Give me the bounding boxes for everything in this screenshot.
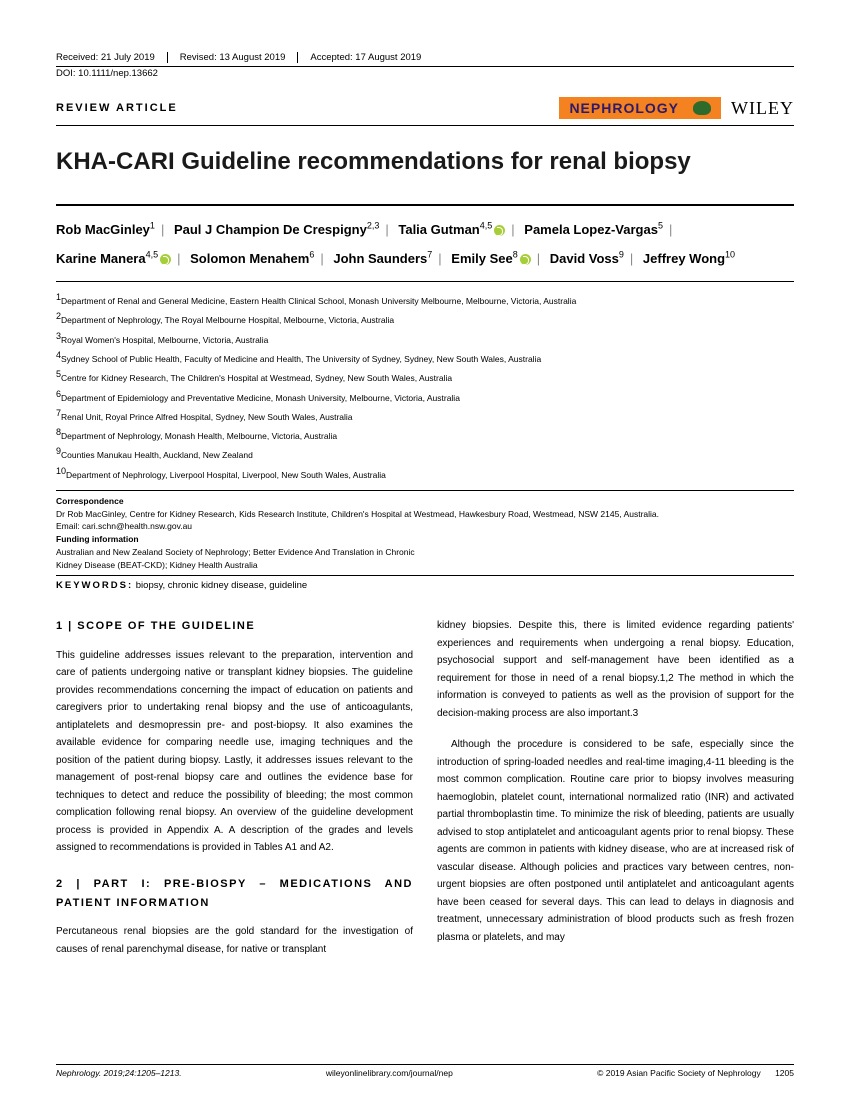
- author: Paul J Champion De Crespigny2,3: [174, 222, 379, 237]
- column-left: 1 | SCOPE OF THE GUIDELINE This guidelin…: [56, 617, 413, 958]
- col2-para-2: Although the procedure is considered to …: [437, 736, 794, 946]
- affiliation-list: 1Department of Renal and General Medicin…: [56, 281, 794, 482]
- page-footer: Nephrology. 2019;24:1205–1213. wileyonli…: [56, 1064, 794, 1078]
- correspondence-heading: Correspondence: [56, 495, 794, 508]
- page-number: 1205: [775, 1068, 794, 1078]
- author-separator: |: [438, 251, 441, 266]
- author-affiliation-ref: 10: [725, 249, 735, 259]
- section-1-para: This guideline addresses issues relevant…: [56, 647, 413, 857]
- footer-url: wileyonlinelibrary.com/journal/nep: [326, 1068, 453, 1078]
- affiliation: 6Department of Epidemiology and Preventa…: [56, 387, 794, 405]
- author-list: Rob MacGinley1 | Paul J Champion De Cresp…: [56, 216, 794, 273]
- journal-badge: NEPHROLOGY: [559, 97, 721, 119]
- affiliation-number: 2: [56, 311, 61, 321]
- title-rule: [56, 204, 794, 206]
- header-row: REVIEW ARTICLE NEPHROLOGY WILEY: [56, 97, 794, 119]
- affiliation: 3Royal Women's Hospital, Melbourne, Vict…: [56, 329, 794, 347]
- affiliation: 5Centre for Kidney Research, The Childre…: [56, 367, 794, 385]
- author: Pamela Lopez-Vargas5: [524, 222, 663, 237]
- funding-text: Australian and New Zealand Society of Ne…: [56, 546, 416, 572]
- author-separator: |: [161, 222, 164, 237]
- author: John Saunders7: [333, 251, 432, 266]
- affiliation: 10Department of Nephrology, Liverpool Ho…: [56, 464, 794, 482]
- affiliation-number: 4: [56, 350, 61, 360]
- section-1-heading: 1 | SCOPE OF THE GUIDELINE: [56, 617, 413, 636]
- author-affiliation-ref: 7: [427, 249, 432, 259]
- correspondence-email: Email: cari.schn@health.nsw.gov.au: [56, 520, 794, 533]
- footer-citation: Nephrology. 2019;24:1205–1213.: [56, 1068, 182, 1078]
- orcid-icon: [520, 254, 531, 265]
- article-type: REVIEW ARTICLE: [56, 102, 178, 114]
- affiliation: 1Department of Renal and General Medicin…: [56, 290, 794, 308]
- author-affiliation-ref: 8: [513, 249, 518, 259]
- author-affiliation-ref: 9: [619, 249, 624, 259]
- affiliation: 4Sydney School of Public Health, Faculty…: [56, 348, 794, 366]
- affiliation-number: 9: [56, 446, 61, 456]
- author-affiliation-ref: 6: [309, 249, 314, 259]
- author-affiliation-ref: 5: [658, 221, 663, 231]
- author: Talia Gutman4,5: [398, 222, 505, 237]
- correspondence-text: Dr Rob MacGinley, Centre for Kidney Rese…: [56, 508, 794, 521]
- author-separator: |: [630, 251, 633, 266]
- author-affiliation-ref: 2,3: [367, 221, 380, 231]
- keywords-line: KEYWORDS: biopsy, chronic kidney disease…: [56, 575, 794, 591]
- orcid-icon: [160, 254, 171, 265]
- footer-right: © 2019 Asian Pacific Society of Nephrolo…: [597, 1068, 794, 1078]
- author: David Voss9: [550, 251, 624, 266]
- section-2-heading: 2 | PART I: PRE-BIOSPY – MEDICATIONS AND…: [56, 875, 413, 914]
- affiliation: 9Counties Manukau Health, Auckland, New …: [56, 444, 794, 462]
- author-separator: |: [511, 222, 514, 237]
- author: Karine Manera4,5: [56, 251, 171, 266]
- author-affiliation-ref: 1: [150, 221, 155, 231]
- accepted-date: Accepted: 17 August 2019: [310, 52, 433, 63]
- doi: DOI: 10.1111/nep.13662: [56, 66, 794, 79]
- publisher-name: WILEY: [731, 98, 794, 119]
- funding-heading: Funding information: [56, 533, 794, 546]
- section-2-para: Percutaneous renal biopsies are the gold…: [56, 923, 413, 958]
- affiliation-number: 8: [56, 427, 61, 437]
- author-separator: |: [177, 251, 180, 266]
- affiliation-number: 7: [56, 408, 61, 418]
- journal-name: NEPHROLOGY: [569, 100, 679, 116]
- author-separator: |: [385, 222, 388, 237]
- orcid-icon: [494, 225, 505, 236]
- author-separator: |: [537, 251, 540, 266]
- affiliation: 7Renal Unit, Royal Prince Alfred Hospita…: [56, 406, 794, 424]
- header-rule: [56, 125, 794, 126]
- affiliation: 2Department of Nephrology, The Royal Mel…: [56, 309, 794, 327]
- affiliation: 8Department of Nephrology, Monash Health…: [56, 425, 794, 443]
- column-right: kidney biopsies. Despite this, there is …: [437, 617, 794, 958]
- article-title: KHA-CARI Guideline recommendations for r…: [56, 148, 794, 176]
- author: Jeffrey Wong10: [643, 251, 735, 266]
- brand-block: NEPHROLOGY WILEY: [559, 97, 794, 119]
- affiliation-number: 10: [56, 466, 66, 476]
- receipt-dates: Received: 21 July 2019 Revised: 13 Augus…: [56, 52, 794, 63]
- received-date: Received: 21 July 2019: [56, 52, 168, 63]
- footer-copyright: © 2019 Asian Pacific Society of Nephrolo…: [597, 1068, 761, 1078]
- author: Solomon Menahem6: [190, 251, 314, 266]
- col2-para-1: kidney biopsies. Despite this, there is …: [437, 617, 794, 722]
- author: Emily See8: [451, 251, 530, 266]
- author-affiliation-ref: 4,5: [146, 249, 159, 259]
- author-separator: |: [320, 251, 323, 266]
- keywords-label: KEYWORDS:: [56, 580, 133, 591]
- journal-logo-icon: [693, 101, 711, 115]
- affiliation-number: 6: [56, 389, 61, 399]
- body-columns: 1 | SCOPE OF THE GUIDELINE This guidelin…: [56, 617, 794, 958]
- correspondence-block: Correspondence Dr Rob MacGinley, Centre …: [56, 490, 794, 572]
- author: Rob MacGinley1: [56, 222, 155, 237]
- author-affiliation-ref: 4,5: [480, 221, 493, 231]
- keywords-text: biopsy, chronic kidney disease, guidelin…: [136, 580, 307, 591]
- revised-date: Revised: 13 August 2019: [180, 52, 299, 63]
- affiliation-number: 1: [56, 292, 61, 302]
- author-separator: |: [669, 222, 672, 237]
- affiliation-number: 5: [56, 369, 61, 379]
- affiliation-number: 3: [56, 331, 61, 341]
